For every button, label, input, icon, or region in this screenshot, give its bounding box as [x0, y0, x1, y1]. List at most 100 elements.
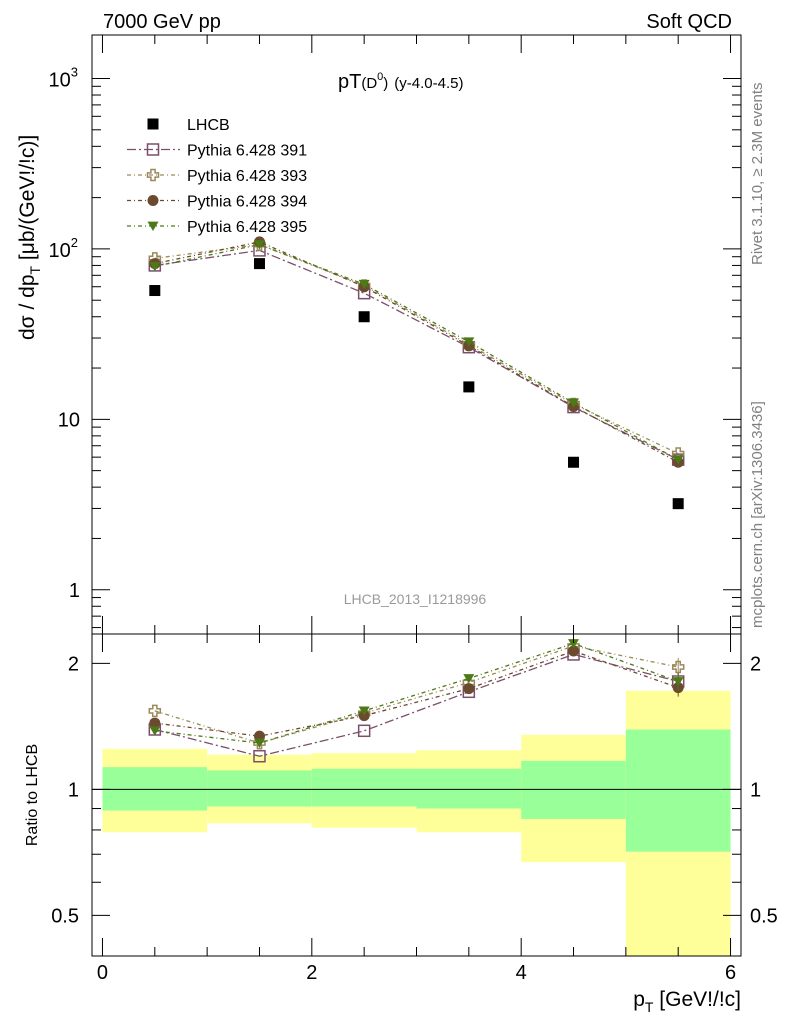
ratio-ytick-label-left: 2: [68, 653, 79, 675]
ratio-series-point: [671, 660, 685, 674]
main-data-markers: [149, 258, 684, 510]
ratio-series-point: [463, 683, 475, 695]
data-point: [672, 498, 684, 510]
ratio-series-point: [149, 726, 161, 736]
ratio-series-point: [568, 639, 580, 649]
legend-marker: [146, 143, 160, 156]
ratio-band-green: [102, 767, 208, 811]
plot-title-extra: (y-4.0-4.5): [394, 75, 463, 92]
rivet-label: Rivet 3.1.10, ≥ 2.3M events: [749, 83, 766, 266]
main-series-line: [154, 241, 679, 463]
ratio-series-line: [154, 642, 679, 744]
plot-title-paren: (D: [361, 75, 377, 92]
main-series-point: [568, 398, 580, 408]
ratio-ytick-label-left: 1: [68, 779, 79, 801]
ratio-series-line: [154, 645, 679, 744]
ratio-ylabel: Ratio to LHCB: [24, 744, 41, 846]
main-tick-group: [92, 35, 741, 634]
ratio-series-point: [253, 738, 265, 749]
xlabel-sub: T: [645, 999, 654, 1015]
main-series-point: [672, 455, 684, 465]
ratio-band-green: [521, 760, 626, 819]
main-ytick-label: 1: [69, 580, 80, 602]
legend-marker: [147, 221, 159, 231]
ratio-mc-series: [148, 639, 685, 763]
main-series-line: [154, 249, 679, 461]
plot-title-main: pT: [338, 71, 361, 93]
xlabel-unit: [GeV!/!c]: [653, 988, 741, 1011]
ratio-series-point: [568, 645, 580, 657]
ratio-ytick-label-right: 2: [750, 653, 761, 675]
main-ylabel-sub: T: [27, 265, 43, 274]
main-series-point: [149, 261, 161, 272]
ratio-band-green: [625, 729, 731, 852]
ratio-band-green: [416, 768, 522, 809]
main-ylabel-unit: [μb/(GeV!/!c)]: [16, 135, 39, 266]
main-series-point: [463, 337, 475, 347]
ratio-series-point: [149, 717, 161, 729]
legend-marker: [147, 118, 159, 130]
xtick-label: 2: [306, 962, 317, 984]
main-series-line: [154, 243, 679, 455]
data-point: [358, 311, 370, 323]
plot-title-sup: 0: [377, 71, 383, 83]
legend-label: Pythia 6.428 393: [187, 168, 307, 185]
main-series-point: [253, 240, 265, 250]
ratio-tick-labels: 0.5 0.5 1 1 2 2: [51, 653, 778, 927]
ratio-series-line: [154, 653, 679, 757]
x-tick-labels: 0 2 4 6: [97, 962, 736, 984]
mcplots-label: mcplots.cern.ch [arXiv:1306.3436]: [749, 401, 766, 628]
process-label: Soft QCD: [646, 11, 732, 33]
legend-marker: [146, 168, 160, 182]
ratio-series-point: [253, 749, 266, 763]
legend-label: Pythia 6.428 395: [187, 219, 307, 236]
ratio-ytick-label-left: 0.5: [51, 905, 79, 927]
main-ylabel: dσ / dpT [μb/(GeV!/!c)]: [16, 135, 43, 340]
ratio-series-point: [463, 674, 475, 684]
main-ytick-label-base: 10: [49, 240, 71, 262]
ratio-series-line: [154, 650, 679, 737]
data-point: [463, 381, 475, 393]
ratio-panel: 0.5 0.5 1 1 2 2 0 2 4 6 Ratio to LHCB pT [GeV!/!…: [24, 633, 778, 1015]
main-ytick-label-exp: 2: [71, 235, 78, 250]
xtick-label: 6: [725, 962, 736, 984]
plot-title-close: ): [383, 75, 388, 92]
data-point: [568, 456, 580, 468]
main-series-point: [358, 279, 370, 290]
main-series-line: [154, 243, 679, 461]
legend-label: LHCB: [187, 117, 230, 134]
plot-title: pT(D0) (y-4.0-4.5): [338, 71, 463, 93]
ratio-ytick-label-right: 1: [750, 779, 761, 801]
ratio-series-point: [148, 704, 162, 718]
main-ytick-label-exp: 3: [71, 65, 78, 80]
ratio-error-bands: [102, 690, 731, 956]
ratio-series-point: [358, 706, 370, 716]
main-mc-series: [148, 236, 685, 468]
main-ylabel-main: dσ / dp: [16, 274, 39, 340]
xlabel: pT [GeV!/!c]: [633, 988, 741, 1015]
main-ytick-label: 102: [49, 235, 78, 262]
analysis-label: LHCB_2013_I1218996: [344, 591, 487, 607]
main-ytick-label-base: 10: [49, 70, 71, 92]
ratio-series-point: [357, 724, 371, 738]
xtick-label: 0: [97, 962, 108, 984]
legend-label: Pythia 6.428 394: [187, 194, 307, 211]
xlabel-main: p: [633, 988, 645, 1011]
ratio-series-point: [672, 677, 684, 687]
data-point: [149, 285, 161, 297]
xtick-label: 4: [516, 962, 527, 984]
legend-marker: [147, 195, 159, 206]
ratio-band-green: [311, 768, 417, 807]
beam-label: 7000 GeV pp: [103, 11, 221, 33]
main-ytick-label: 103: [49, 65, 78, 92]
ratio-band-green: [207, 770, 312, 807]
legend-label: Pythia 6.428 391: [187, 143, 307, 160]
data-point: [253, 258, 265, 270]
main-ytick-label: 10: [58, 409, 80, 431]
legend: LHCB Pythia 6.428 391 Pythia 6.428 393 Pyth…: [127, 117, 307, 236]
ratio-ytick-label-right: 0.5: [750, 905, 778, 927]
ratio-tick-group: [92, 634, 741, 957]
